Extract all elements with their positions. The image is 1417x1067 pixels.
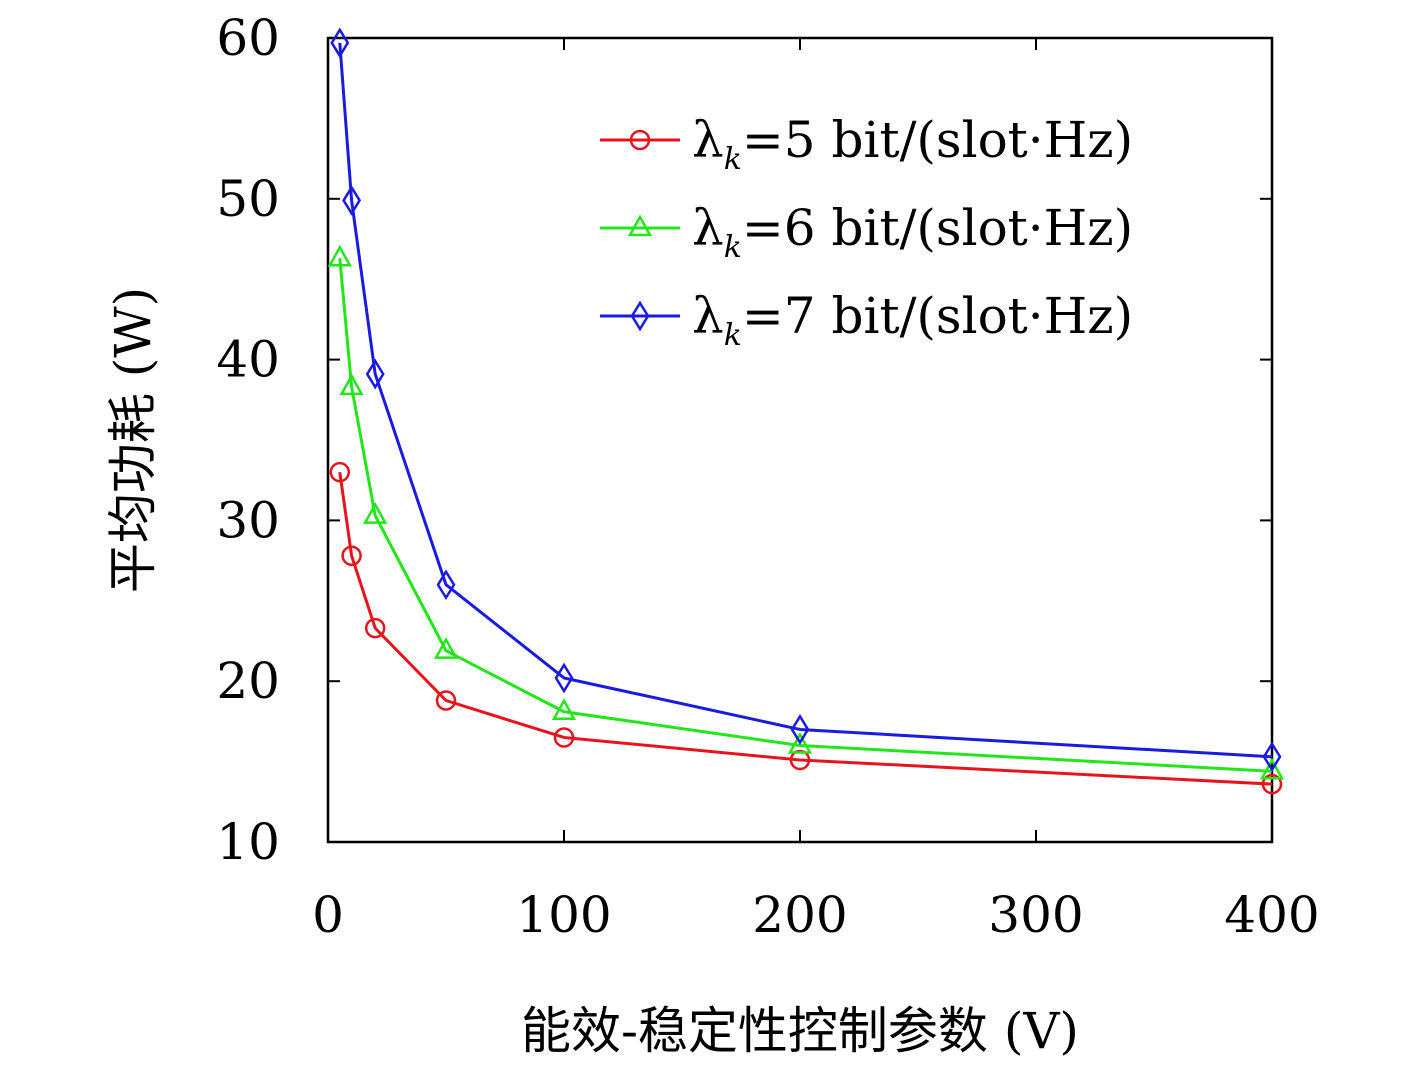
y-tick-label: 40 [216,331,280,389]
data-point [1261,773,1283,795]
legend-marker [629,129,651,151]
legend-entry-3: λk=7 bit/(slot·Hz) [600,287,1133,353]
data-point [551,698,577,721]
x-tick-label: 400 [1224,886,1319,944]
series-line-1 [338,471,1273,786]
data-point [327,244,352,267]
data-point [554,662,574,694]
legend-label: λk=5 bit/(slot·Hz) [692,111,1133,177]
legend: λk=5 bit/(slot·Hz) λk=6 bit/(slot·Hz) λk=7… [600,111,1133,353]
y-tick-label: 10 [216,813,280,871]
data-point [339,373,364,396]
x-tick-label: 100 [516,886,611,944]
data-point [435,690,457,711]
y-tick-label: 60 [216,9,280,67]
data-point [789,749,811,771]
x-axis-label: 能效-稳定性控制参数 (V) [521,1002,1079,1060]
data-point [1262,741,1282,773]
x-tick-label: 300 [988,886,1083,944]
legend-entry-2: λk=6 bit/(slot·Hz) [600,199,1133,265]
y-tick-label: 20 [216,652,280,710]
series-1 [329,461,1283,795]
data-point [364,617,386,639]
legend-entry-1: λk=5 bit/(slot·Hz) [600,111,1133,177]
data-point [363,502,388,524]
series-3 [330,27,1282,773]
data-point [329,461,351,483]
series-layer [327,27,1285,795]
data-point [787,731,813,754]
legend-marker [627,214,653,237]
data-point [365,358,385,390]
legend-marker [630,300,650,332]
y-axis-label: 平均功耗 (W) [104,287,162,593]
plot-area [326,36,1274,844]
data-point [436,569,456,601]
data-point [1259,757,1285,780]
x-tick-label: 0 [312,886,344,944]
legend-label: λk=6 bit/(slot·Hz) [692,199,1133,265]
axis-ticks [327,37,1273,843]
data-point [790,714,810,745]
series-line-3 [338,42,1273,759]
y-tick-label: 30 [216,491,280,549]
legend-label: λk=7 bit/(slot·Hz) [692,287,1133,353]
data-point [330,27,350,59]
tick-labels: 0 100 200 300 400 10 20 30 40 50 60 [216,9,1319,944]
data-point [341,545,362,567]
series-line-2 [338,258,1273,773]
data-point [433,637,459,659]
x-tick-label: 200 [752,886,847,944]
data-point [553,727,575,748]
series-2 [327,244,1285,780]
data-point [342,185,362,216]
y-tick-label: 50 [216,170,280,228]
